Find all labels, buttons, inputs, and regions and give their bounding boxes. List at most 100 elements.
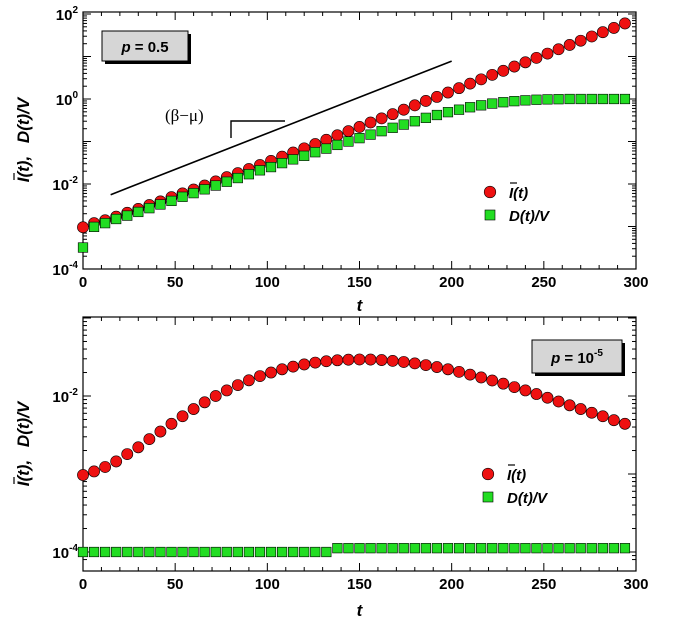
discovered-point <box>365 129 376 140</box>
discovered-point <box>376 543 387 554</box>
infected-point <box>596 410 609 423</box>
discovered-point <box>276 158 288 169</box>
slope-annotation: (β−μ) <box>165 106 204 125</box>
infected-point <box>453 365 465 378</box>
infected-point <box>397 356 410 368</box>
infected-point <box>530 51 543 64</box>
infected-point <box>276 363 288 376</box>
infected-point <box>486 68 499 81</box>
discovered-point <box>531 543 542 554</box>
discovered-point <box>542 543 553 554</box>
y-tick-label: 10-2 <box>52 175 78 194</box>
y-tick-label-exponent: 2 <box>72 5 78 16</box>
discovered-point <box>243 169 255 180</box>
discovered-point <box>498 543 509 554</box>
infected-point <box>607 414 620 427</box>
infected-point <box>331 354 344 367</box>
infected-point <box>519 56 532 69</box>
y-tick-label: 10-4 <box>52 260 78 279</box>
legend-label-infected: I(t) <box>509 185 528 202</box>
infected-point <box>408 99 421 112</box>
infected-point <box>198 396 211 409</box>
discovered-point <box>265 161 277 173</box>
discovered-point <box>343 136 354 147</box>
infected-point <box>607 22 620 34</box>
infected-point <box>464 77 476 90</box>
x-tick-label: 250 <box>531 274 556 291</box>
legend-label-discovered: D(t)/V <box>507 490 549 507</box>
x-tick-label: 200 <box>439 576 464 593</box>
infected-point <box>453 82 465 95</box>
label-box-text: p = 0.5 <box>120 39 168 56</box>
slope-guide-line <box>110 60 452 196</box>
y-tick-label-exponent: -2 <box>69 387 78 398</box>
discovered-point <box>597 93 608 105</box>
discovered-point <box>608 93 619 105</box>
discovered-point <box>133 546 144 558</box>
discovered-point <box>553 94 564 105</box>
discovered-point <box>509 96 520 107</box>
label-box <box>531 339 623 374</box>
axis-ticks <box>82 12 637 270</box>
infected-point <box>364 353 377 366</box>
discovered-point <box>453 104 465 115</box>
infected-point <box>287 360 300 373</box>
discovered-point <box>586 93 597 105</box>
discovered-point <box>431 543 443 554</box>
infected-point <box>596 26 609 39</box>
discovered-point <box>77 242 89 253</box>
discovered-point <box>332 543 343 554</box>
discovered-point <box>409 543 420 554</box>
discovered-point <box>321 143 332 154</box>
discovered-point <box>276 546 288 558</box>
discovered-point <box>111 213 122 225</box>
infected-point <box>563 399 576 412</box>
infected-point <box>265 366 277 379</box>
x-tick-label: 250 <box>531 576 556 593</box>
discovered-point <box>409 116 420 127</box>
y-tick-label: 100 <box>56 90 79 109</box>
x-axis-title: t <box>357 601 364 620</box>
label-box-exponent: -5 <box>594 348 603 359</box>
y-axis-title-infected: I(t), <box>14 156 33 182</box>
infected-point <box>552 395 565 408</box>
axis-ticks <box>82 317 637 571</box>
discovered-point <box>365 543 376 554</box>
infected-point <box>464 368 476 381</box>
discovered-point <box>100 218 111 229</box>
discovered-point <box>354 543 365 554</box>
x-tick-label: 150 <box>347 576 372 593</box>
annotations: p = 10-5 <box>531 339 625 376</box>
infected-point <box>77 221 89 234</box>
discovered-point <box>188 188 199 199</box>
discovered-point <box>210 546 221 558</box>
discovered-point <box>387 122 398 133</box>
x-axis-title: t <box>357 296 364 315</box>
discovered-point <box>221 176 232 187</box>
x-tick-label: 150 <box>347 274 372 291</box>
label-box-value: = 10 <box>560 350 594 367</box>
infected-point <box>541 47 554 60</box>
label-box <box>101 30 189 62</box>
x-tick-label: 50 <box>167 576 184 593</box>
legend-marker-infected <box>481 467 495 481</box>
discovered-point <box>453 543 465 554</box>
infected-point <box>419 359 432 371</box>
infected-point <box>442 363 454 376</box>
infected-point <box>431 361 443 373</box>
infected-point <box>187 403 200 415</box>
discovered-point <box>498 97 509 108</box>
discovered-point <box>288 546 299 558</box>
slope-bracket <box>230 120 285 138</box>
infected-point <box>209 390 222 402</box>
discovered-point <box>553 543 564 554</box>
discovered-point <box>354 133 365 144</box>
y-tick-label-exponent: 0 <box>72 90 78 101</box>
discovered-point <box>88 546 100 558</box>
x-tick-label: 300 <box>623 274 648 291</box>
discovered-point <box>343 543 354 554</box>
discovered-point <box>155 546 166 558</box>
infected-point <box>231 379 244 391</box>
